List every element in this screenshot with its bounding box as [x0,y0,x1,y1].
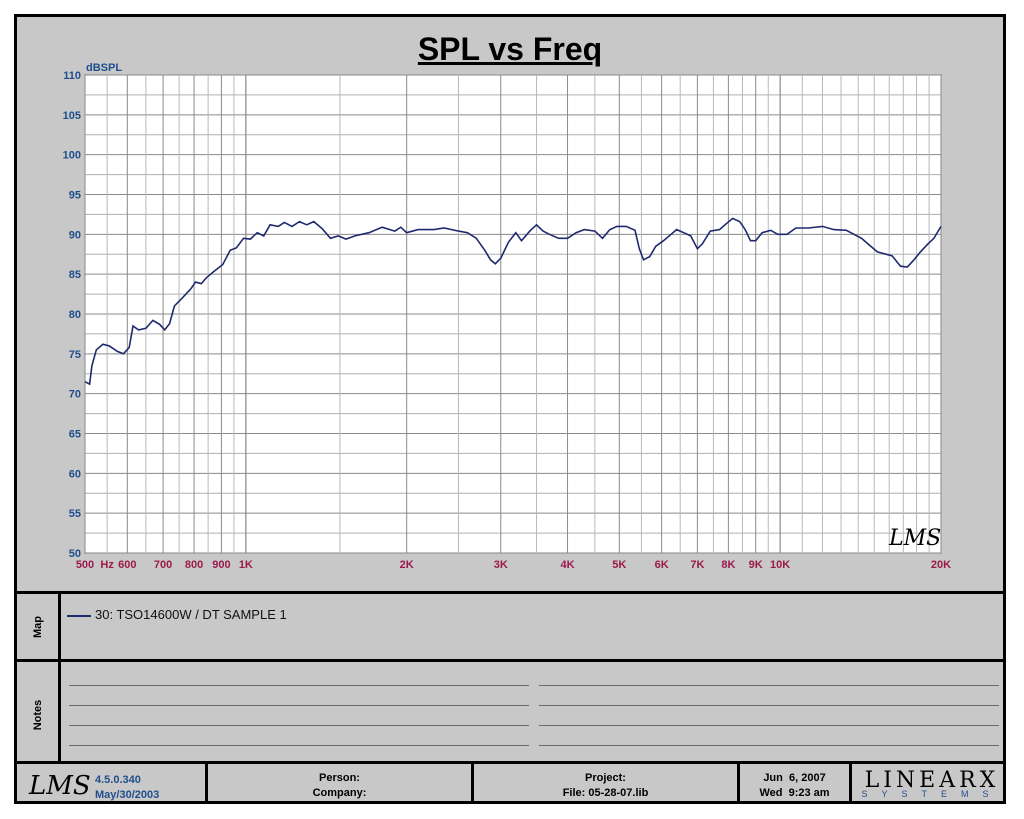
y-axis-label: dBSPL [86,62,122,74]
x-tick-label: 2K [400,559,414,571]
y-tick-label: 65 [69,429,81,441]
person-company-block: Person: Company: [208,771,471,805]
lms-logo: LMS [29,771,91,801]
datetime-block: Jun 6, 2007 Wed 9:23 am [740,771,849,805]
x-tick-label: 8K [721,559,735,571]
legend-entry: 30: TSO14600W / DT SAMPLE 1 [95,607,287,622]
note-line [69,685,529,686]
x-tick-label: 3K [494,559,508,571]
note-line [539,685,999,686]
x-tick-label: 600 [118,559,136,571]
build-date: May/30/2003 [95,789,160,801]
divider-footer [17,761,1003,764]
time-text: Wed 9:23 am [759,787,830,799]
linearx-subbrand: SYSTEMS [861,789,1003,799]
x-tick-label: 700 [154,559,172,571]
file-label: File: 05-28-07.lib [562,787,649,799]
x-tick-labels: 500 Hz 600 700 800 900 1K 2K 3K 4K 5K 6K 7K 8K 9K 10K 20… [76,559,951,571]
y-tick-label: 105 [63,110,81,122]
footer-divider-2 [471,764,474,804]
footer-divider-1 [205,764,208,804]
note-line [69,725,529,726]
person-label: Person: [319,772,360,784]
y-tick-label: 75 [69,349,81,361]
y-tick-labels: 50 55 60 65 70 75 80 85 90 95 100 105 110 [63,70,81,560]
note-line [69,745,529,746]
legend: 30: TSO14600W / DT SAMPLE 1 [67,607,287,622]
x-tick-label: 900 [212,559,230,571]
chart-svg: 50 55 60 65 70 75 80 85 90 95 100 105 110 500 Hz 600 70… [63,62,952,571]
version-number: 4.5.0.340 [95,774,141,786]
note-line [539,725,999,726]
x-tick-label: 4K [561,559,575,571]
y-tick-label: 110 [63,70,81,82]
lms-watermark: LMS [888,526,941,551]
chart-title: SPL vs Freq [417,31,603,67]
divider-notes [17,659,1003,662]
x-tick-label: 10K [770,559,790,571]
divider-top [17,591,1003,594]
grid [84,74,942,554]
x-tick-label: 5K [612,559,626,571]
project-block: Project: File: 05-28-07.lib [474,771,737,805]
x-tick-label: 9K [749,559,763,571]
map-label: Map [32,616,44,638]
y-tick-label: 85 [69,269,81,281]
report-frame: SPL vs Freq 50 55 60 65 70 75 80 85 90 95 100 105 11… [14,14,1006,804]
x-tick-label: Hz [100,559,114,571]
y-tick-label: 70 [69,389,81,401]
linearx-brand: LINEARX [864,768,1000,793]
notes-label: Notes [32,699,44,731]
label-column-divider [58,594,61,761]
y-tick-label: 90 [69,229,81,241]
note-line [69,705,529,706]
project-label: Project: [585,772,626,784]
x-tick-label: 6K [655,559,669,571]
legend-swatch [67,614,91,617]
footer-divider-3 [737,764,740,804]
y-tick-label: 100 [63,150,81,162]
series-line-tso14600w [84,217,942,386]
version-info: 4.5.0.340 May/30/2003 [95,773,159,803]
footer-divider-4 [849,764,852,804]
linearx-logo: LINEARX SYSTEMS [857,768,1007,799]
x-tick-label: 1K [239,559,253,571]
x-tick-label: 20K [931,559,951,571]
y-tick-label: 55 [69,508,81,520]
y-tick-label: 80 [69,309,81,321]
date-text: Jun 6, 2007 [763,772,826,784]
y-tick-label: 95 [69,190,81,202]
note-line [539,745,999,746]
note-line [539,705,999,706]
x-tick-label: 800 [185,559,203,571]
x-tick-label: 7K [690,559,704,571]
company-label: Company: [312,787,367,799]
y-tick-label: 60 [69,468,81,480]
x-tick-label: 500 [76,559,94,571]
y-tick-label: 50 [69,548,81,560]
